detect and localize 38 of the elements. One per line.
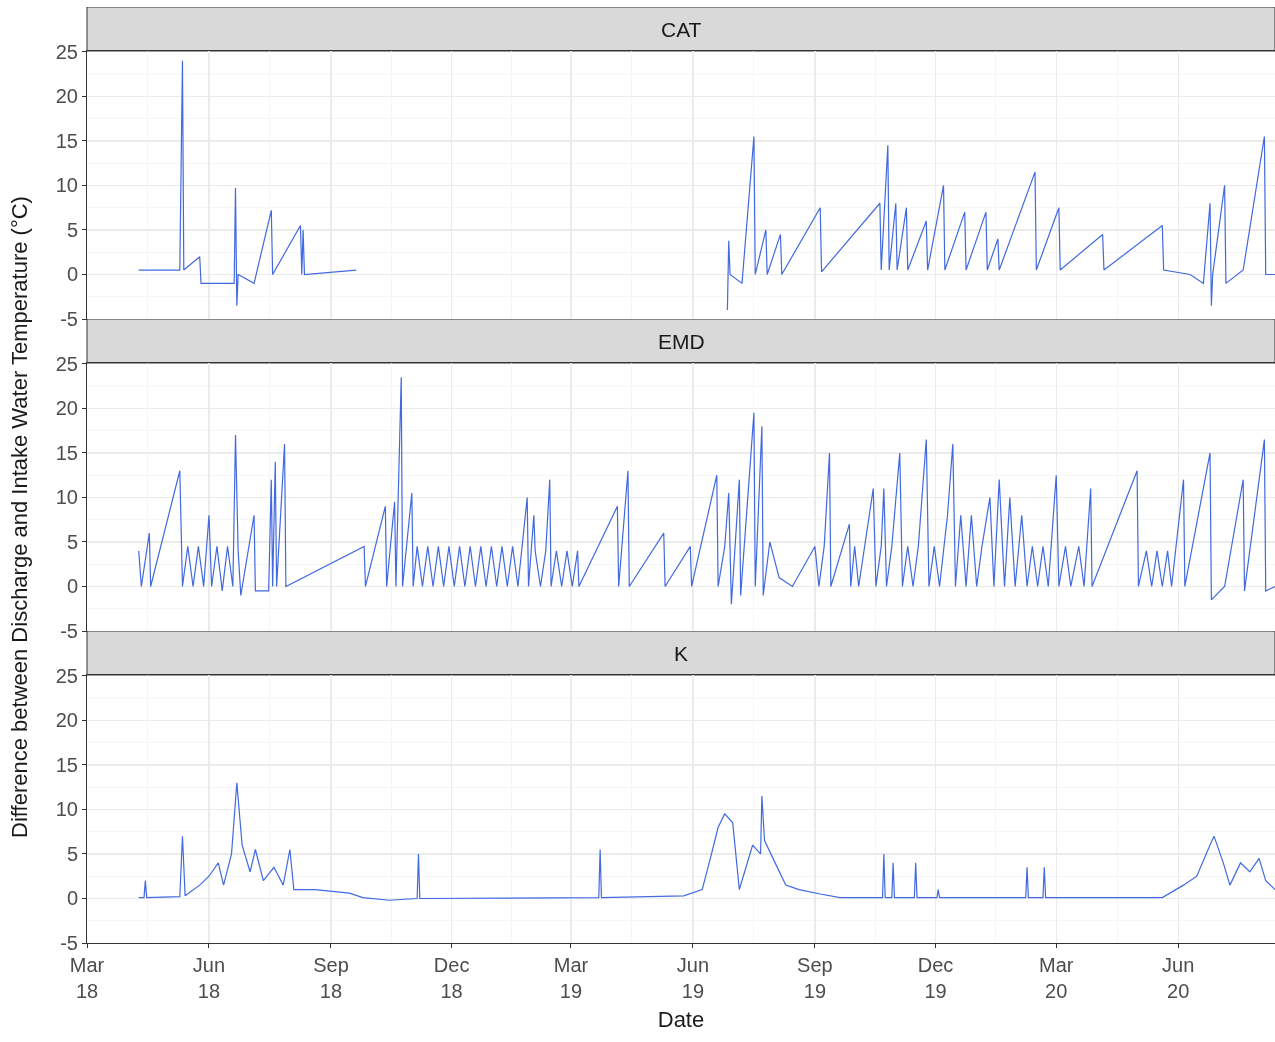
y-tick-label: 15	[55, 129, 78, 152]
y-tick-label: -5	[60, 620, 78, 642]
y-tick-label: 20	[55, 85, 78, 108]
y-tick-label: 20	[55, 709, 78, 732]
y-tick-label: 15	[55, 753, 78, 776]
line-series	[138, 782, 1275, 901]
x-tick-label: Sep 18	[313, 954, 349, 1002]
y-tick-label: 0	[66, 263, 78, 286]
chart-title: EMD	[658, 330, 705, 353]
x-tick-label: Jun 18	[192, 954, 226, 1002]
y-tick-label: 5	[66, 842, 78, 865]
y-tick-label: 5	[66, 530, 78, 553]
x-tick-label: Dec 19	[917, 954, 954, 1002]
y-tick-label: 5	[66, 218, 78, 241]
x-tick-label: Sep 19	[797, 954, 833, 1002]
x-tick-label: Jun 20	[1162, 954, 1195, 1002]
y-tick-label: 0	[66, 887, 78, 910]
y-tick-label: 20	[55, 397, 78, 420]
y-tick-label: 15	[55, 441, 78, 464]
x-tick-label: Jun 19	[676, 954, 710, 1002]
y-tick-label: 25	[55, 352, 78, 375]
y-axis-title: Difference between Discharge and Intake Water Temperature (°C)	[6, 196, 33, 838]
x-tick-label: Mar 20	[1039, 954, 1074, 1002]
y-tick-label: 10	[55, 798, 78, 821]
y-tick-label: 10	[55, 486, 78, 509]
y-tick-label: 0	[66, 575, 78, 598]
x-axis-title: Date	[657, 1006, 705, 1032]
line-series	[138, 376, 1275, 605]
x-tick-label: Dec 18	[433, 954, 470, 1002]
y-tick-label: -5	[60, 308, 78, 330]
y-tick-label: -5	[60, 932, 78, 954]
y-tick-label: 10	[55, 174, 78, 197]
x-tick-label: Mar 19	[553, 954, 589, 1002]
chart-title: K	[674, 642, 689, 665]
y-tick-label: 25	[55, 40, 78, 63]
chart-title: CAT	[661, 18, 702, 41]
y-tick-label: 25	[55, 664, 78, 687]
x-tick-label: Mar 18	[69, 954, 105, 1002]
